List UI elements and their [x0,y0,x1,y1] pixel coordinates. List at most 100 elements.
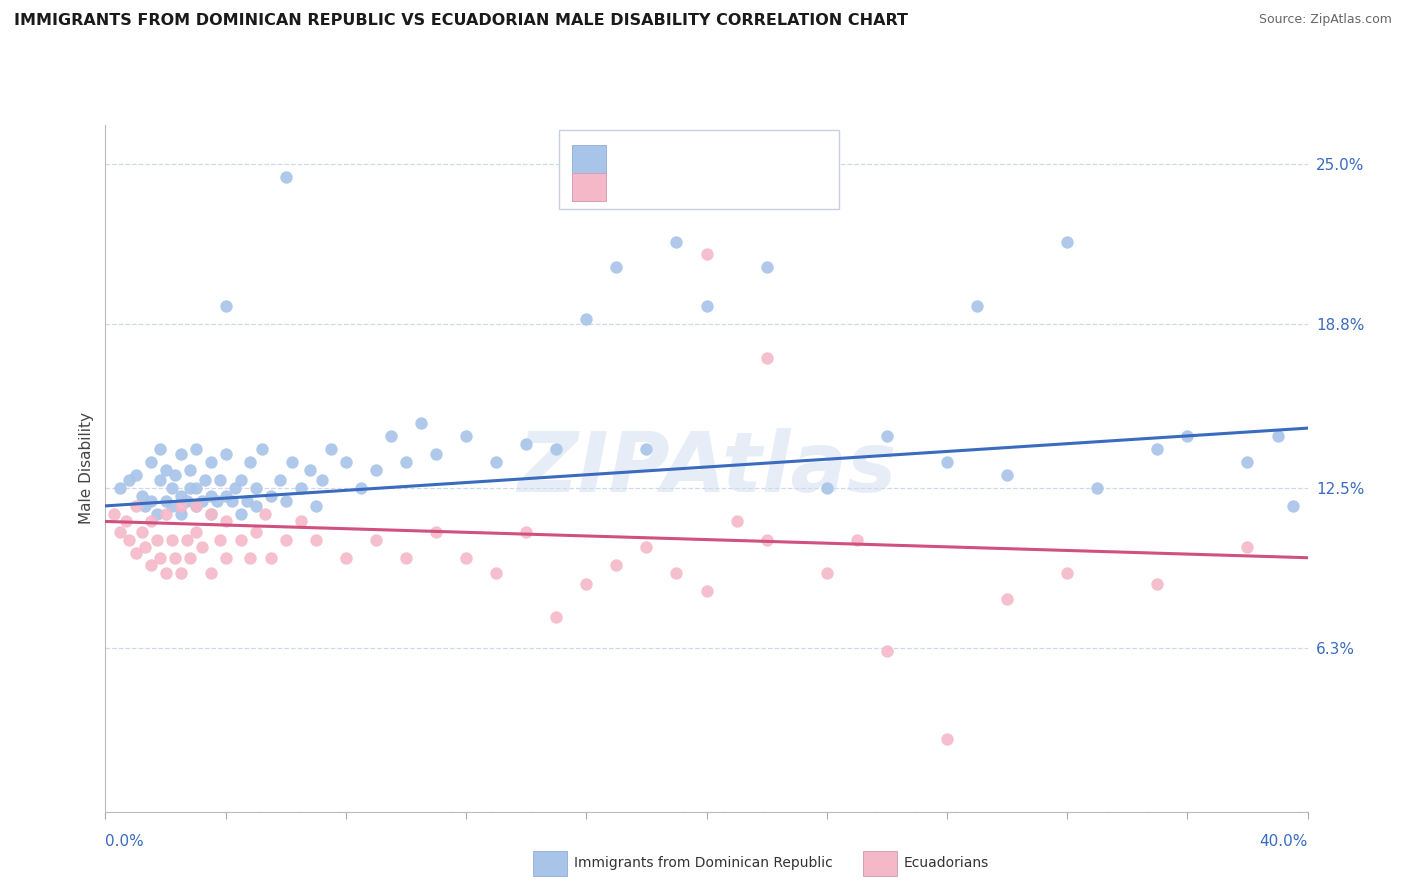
Point [696,299,718,313]
Point [235,493,257,508]
Text: ZIPAtlas: ZIPAtlas [517,428,896,508]
Y-axis label: Male Disability: Male Disability [79,412,94,524]
Point [281,455,304,469]
Text: Source: ZipAtlas.com: Source: ZipAtlas.com [1258,13,1392,27]
Point [605,260,627,275]
Point [139,515,162,529]
Point [364,533,387,547]
Point [148,442,170,456]
Point [134,541,156,555]
Point [815,481,838,495]
Point [190,493,212,508]
Point [1236,455,1258,469]
Point [155,507,177,521]
Point [239,550,262,565]
Point [110,481,132,495]
Point [260,489,283,503]
Point [274,493,297,508]
Point [139,558,162,573]
Point [148,550,170,565]
Point [995,592,1018,607]
Point [305,499,328,513]
Point [200,489,222,503]
Point [575,576,598,591]
Point [815,566,838,581]
Point [200,507,222,521]
Point [274,533,297,547]
Point [1146,442,1168,456]
Point [755,351,778,366]
Point [966,299,988,313]
Point [936,732,959,747]
Text: Ecuadorians: Ecuadorians [904,856,990,871]
Point [176,493,198,508]
Point [124,499,146,513]
Point [190,541,212,555]
Point [214,299,236,313]
Point [1085,481,1108,495]
Point [1281,499,1303,513]
Point [1056,566,1078,581]
Point [425,524,447,539]
Text: R = -0.079   N = 61: R = -0.079 N = 61 [614,179,787,194]
Point [696,247,718,261]
Point [139,455,162,469]
Text: IMMIGRANTS FROM DOMINICAN REPUBLIC VS ECUADORIAN MALE DISABILITY CORRELATION CHA: IMMIGRANTS FROM DOMINICAN REPUBLIC VS EC… [14,13,908,29]
Point [169,489,191,503]
Point [696,584,718,599]
Point [515,436,537,450]
Point [118,473,141,487]
Point [179,481,201,495]
Point [214,515,236,529]
Point [485,455,508,469]
Point [995,467,1018,482]
Point [194,473,217,487]
Point [1146,576,1168,591]
Point [221,493,243,508]
Point [229,507,252,521]
Point [131,524,153,539]
Point [485,566,508,581]
Point [755,260,778,275]
Point [169,499,191,513]
Point [845,533,868,547]
Point [876,429,898,443]
Point [1267,429,1289,443]
Point [155,566,177,581]
Point [169,566,191,581]
Point [253,507,276,521]
Point [380,429,402,443]
Point [274,169,297,184]
Point [169,507,191,521]
Point [454,429,477,443]
Point [124,467,146,482]
Point [454,550,477,565]
Text: 40.0%: 40.0% [1260,834,1308,849]
Point [145,533,167,547]
Point [725,515,748,529]
Point [184,499,207,513]
Point [335,550,357,565]
Point [395,455,418,469]
Point [364,462,387,476]
Point [605,558,627,573]
Point [200,507,222,521]
Point [155,493,177,508]
Point [145,507,167,521]
Point [290,515,312,529]
Point [160,481,183,495]
Point [124,545,146,559]
Point [131,489,153,503]
Point [755,533,778,547]
Point [1236,541,1258,555]
Point [575,312,598,326]
Point [229,533,252,547]
Point [224,481,246,495]
Point [250,442,273,456]
Point [305,533,328,547]
Point [148,473,170,487]
Point [118,533,141,547]
Text: R =  0.155   N = 82: R = 0.155 N = 82 [614,152,787,167]
Point [139,493,162,508]
Point [636,442,658,456]
